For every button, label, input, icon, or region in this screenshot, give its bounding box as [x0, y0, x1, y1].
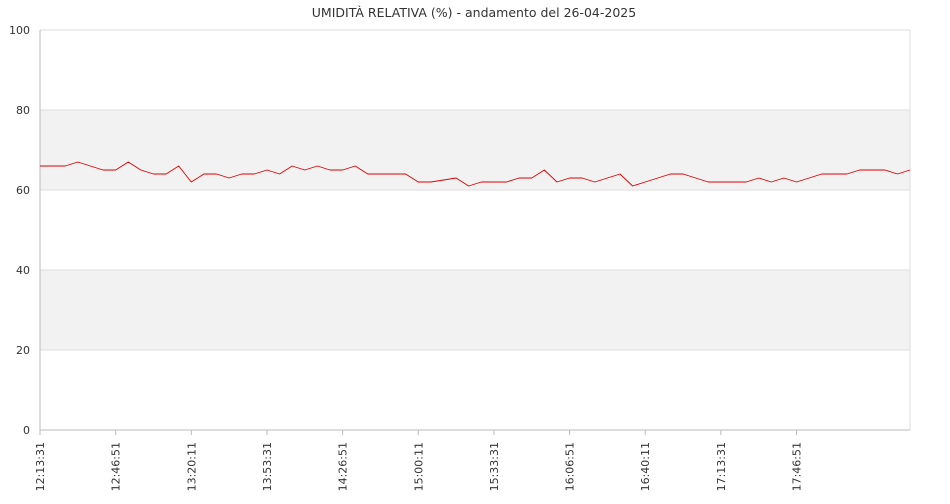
x-tick-label: 15:00:11 [412, 442, 425, 491]
series-group [40, 161, 911, 187]
x-tick-label: 12:46:51 [110, 442, 123, 491]
band-0 [40, 270, 910, 350]
x-tick-label: 17:46:51 [791, 442, 804, 491]
series-line-humidity [40, 161, 911, 187]
x-tick-label: 17:13:31 [715, 442, 728, 491]
background-bands [40, 110, 910, 350]
x-tick-label: 16:40:11 [639, 442, 652, 491]
x-tick-label: 16:06:51 [564, 442, 577, 491]
y-tick-label: 80 [16, 104, 30, 117]
x-tick-label: 13:20:11 [185, 442, 198, 491]
y-tick-label: 100 [9, 24, 30, 37]
plot-frame [39, 30, 911, 431]
x-tick-label: 15:33:31 [488, 442, 501, 491]
y-tick-label: 40 [16, 264, 30, 277]
x-tick-label: 13:53:31 [261, 442, 274, 491]
x-tick-label: 12:13:31 [34, 442, 47, 491]
y-tick-label: 20 [16, 344, 30, 357]
y-tick-label: 0 [23, 424, 30, 437]
y-tick-label: 60 [16, 184, 30, 197]
chart-title: UMIDITÀ RELATIVA (%) - andamento del 26-… [312, 5, 636, 20]
x-axis-ticks: 12:13:31 12:46:51 13:20:11 13:53:31 14:26:51… [34, 430, 804, 491]
band-1 [40, 110, 910, 190]
gridlines [40, 29, 910, 431]
y-axis-ticks: 0 20 40 60 80 100 [9, 24, 30, 437]
x-tick-label: 14:26:51 [337, 442, 350, 491]
